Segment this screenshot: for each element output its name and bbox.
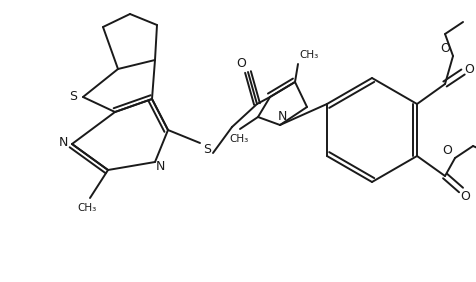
Text: O: O (236, 56, 246, 69)
Text: N: N (58, 135, 68, 149)
Text: N: N (277, 109, 286, 122)
Text: CH₃: CH₃ (229, 134, 248, 144)
Text: N: N (155, 160, 164, 173)
Text: S: S (203, 142, 210, 155)
Text: O: O (459, 190, 469, 202)
Text: O: O (439, 41, 449, 54)
Text: CH₃: CH₃ (77, 203, 97, 213)
Text: CH₃: CH₃ (298, 50, 317, 60)
Text: S: S (69, 89, 77, 102)
Text: O: O (441, 144, 451, 157)
Text: O: O (463, 63, 473, 76)
